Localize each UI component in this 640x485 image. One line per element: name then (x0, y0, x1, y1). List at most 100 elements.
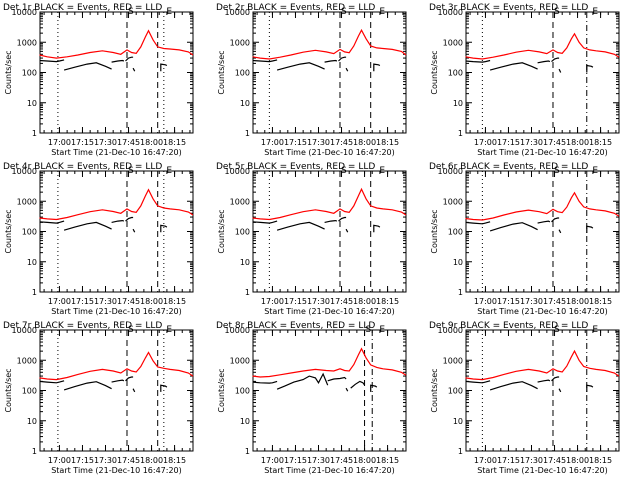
events-series-line (111, 219, 125, 223)
start-marker-label: S (554, 166, 560, 176)
end-marker-label: E (592, 166, 598, 176)
x-tick-label: 17:45 (543, 456, 566, 465)
x-tick-label: 17:45 (117, 297, 140, 306)
x-tick-label: 18:15 (376, 138, 399, 147)
x-tick-label: 17:00 (48, 297, 71, 306)
events-series-line (324, 219, 338, 223)
events-series-line (345, 67, 349, 72)
panel-det-9r: Det 9r BLACK = Events, RED = LLD 1 10 100 10… (429, 321, 620, 475)
end-marker-label: E (592, 325, 598, 335)
y-tick-label: 1 (458, 288, 463, 297)
x-tick-label: 17:00 (474, 138, 497, 147)
events-series-line (111, 379, 125, 383)
events-series-line (132, 388, 136, 393)
y-tick-label: 100 (448, 69, 463, 78)
x-tick-label: 17:45 (543, 138, 566, 147)
events-series-line (489, 222, 538, 232)
y-tick-label: 1000 (443, 197, 463, 206)
y-tick-label: 1000 (17, 38, 37, 47)
x-tick-label: 18:00 (353, 138, 376, 147)
plot-frame (252, 170, 407, 293)
lld-series-line (252, 28, 407, 60)
start-marker-label: S (554, 7, 560, 17)
panel-det-4r: Det 4r BLACK = Events, RED = LLD 1 10 100 10… (3, 162, 194, 316)
y-axis-label: Counts/sec (430, 50, 439, 94)
y-tick-label: 10000 (438, 167, 463, 176)
y-axis-label: Counts/sec (4, 50, 13, 94)
y-tick-label: 100 (235, 387, 250, 396)
panel-title: Det 3r BLACK = Events, RED = LLD (429, 3, 588, 13)
y-tick-label: 1 (245, 447, 250, 456)
start-marker-label: S (366, 325, 372, 335)
x-tick-label: 17:15 (284, 138, 307, 147)
y-tick-label: 1000 (230, 197, 250, 206)
events-series-line (132, 67, 136, 72)
events-series-line (324, 59, 338, 63)
y-tick-label: 10000 (225, 8, 250, 17)
events-series-line (39, 59, 65, 63)
y-tick-label: 1000 (230, 38, 250, 47)
panel-det-8r: Det 8r BLACK = Events, RED = LLD 1 10 100 10… (216, 321, 407, 475)
lld-series-line (39, 351, 194, 381)
x-tick-label: 17:00 (261, 138, 284, 147)
events-series-line (39, 220, 65, 224)
events-series-line (551, 217, 560, 223)
plot-frame (465, 329, 620, 452)
y-tick-label: 10000 (438, 8, 463, 17)
x-axis-label: Start Time (21-Dec-10 16:47:20) (264, 307, 395, 316)
events-series-line (489, 381, 538, 391)
events-series-line (465, 59, 491, 63)
lld-series-line (465, 32, 620, 60)
x-tick-label: 17:30 (307, 138, 330, 147)
lld-series-line (39, 188, 194, 221)
panel-title: Det 4r BLACK = Events, RED = LLD (3, 162, 162, 172)
y-tick-label: 100 (448, 387, 463, 396)
events-series-line (125, 216, 134, 222)
events-series-line (465, 380, 491, 384)
events-series-line (586, 64, 594, 73)
events-series-line (338, 56, 347, 62)
x-axis-label: Start Time (21-Dec-10 16:47:20) (477, 466, 608, 475)
start-marker-label: S (341, 7, 347, 17)
panel-title: Det 2r BLACK = Events, RED = LLD (216, 3, 375, 13)
panel-det-6r: Det 6r BLACK = Events, RED = LLD 1 10 100 10… (429, 162, 620, 316)
events-series-line (252, 220, 278, 224)
x-tick-label: 18:15 (163, 138, 186, 147)
y-tick-label: 10000 (12, 167, 37, 176)
start-marker-label: S (341, 166, 347, 176)
plot-frame (465, 11, 620, 134)
plot-frame (252, 11, 407, 134)
end-marker-label: E (379, 325, 385, 335)
y-tick-label: 1000 (230, 356, 250, 365)
lld-series-line (252, 347, 407, 378)
x-tick-label: 17:00 (261, 297, 284, 306)
plot-frame (39, 329, 194, 452)
x-tick-label: 18:00 (566, 456, 589, 465)
events-series-line (373, 63, 381, 72)
panel-det-2r: Det 2r BLACK = Events, RED = LLD 1 10 100 10… (216, 3, 407, 157)
plot-frame (39, 170, 194, 293)
events-series-line (537, 60, 551, 64)
events-series-line (373, 224, 381, 233)
x-tick-label: 17:15 (71, 138, 94, 147)
x-tick-label: 18:00 (140, 138, 163, 147)
y-tick-label: 10000 (225, 167, 250, 176)
x-tick-label: 17:30 (94, 138, 117, 147)
y-tick-label: 100 (22, 228, 37, 237)
x-tick-label: 17:30 (94, 297, 117, 306)
lld-series-line (465, 191, 620, 221)
x-tick-label: 18:00 (353, 297, 376, 306)
x-tick-label: 17:30 (307, 456, 330, 465)
events-series-line (551, 376, 560, 382)
x-axis-label: Start Time (21-Dec-10 16:47:20) (477, 307, 608, 316)
end-marker-label: E (166, 7, 172, 17)
events-series-line (350, 380, 366, 389)
end-marker-label: E (379, 7, 385, 17)
y-tick-label: 10 (453, 99, 463, 108)
x-axis-label: Start Time (21-Dec-10 16:47:20) (264, 148, 395, 157)
x-tick-label: 18:15 (589, 297, 612, 306)
x-tick-label: 17:30 (520, 138, 543, 147)
x-tick-label: 17:00 (474, 297, 497, 306)
